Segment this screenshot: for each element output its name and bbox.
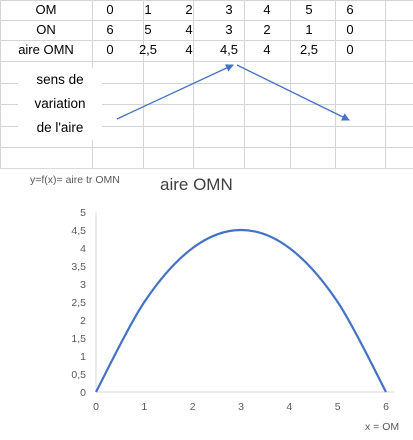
grid-col-line	[290, 0, 291, 168]
row-label-2[interactable]: aire OMN	[18, 42, 74, 57]
x-tick-label: 3	[238, 401, 244, 413]
y-tick-label: 1	[80, 351, 86, 363]
variation-note-line-3: de l'aire	[36, 120, 84, 135]
table-cell[interactable]: 1	[144, 2, 152, 17]
variation-arrows	[116, 64, 350, 121]
x-axis-label: x = OM	[365, 421, 400, 433]
grid-row-line	[0, 0, 413, 1]
variation-note-line-1: sens de	[36, 72, 84, 87]
y-tick-label: 4,5	[71, 225, 86, 237]
y-tick-label: 3	[80, 279, 86, 291]
y-tick-label: 5	[80, 207, 86, 219]
x-tick-label: 6	[383, 401, 389, 413]
table-cell[interactable]: 4	[263, 42, 271, 57]
spreadsheet-area: OM 0 1 2 3 4 5 6 ON 6 5 4 3 2 1 0 aire OMN 0 2,5 4 4,5 4 2,5 0 …	[0, 0, 413, 169]
grid-row-line	[0, 126, 413, 127]
grid-row-line	[0, 20, 413, 21]
table-cell[interactable]: 0	[346, 42, 354, 57]
grid-row-line	[0, 61, 413, 62]
chart-area[interactable]: y=f(x)= aire tr OMN aire OMN 0 1 2 3 4 5 6 0 0,5…	[0, 168, 413, 440]
y-axis-label-text: y=f(x)= aire tr OMN	[30, 174, 120, 186]
table-cell[interactable]: 3	[225, 2, 233, 17]
table-cell[interactable]: 2,5	[299, 42, 319, 57]
y-tick-label: 0	[80, 387, 86, 399]
grid-row-line	[0, 104, 413, 105]
y-tick-label: 2,5	[71, 297, 86, 309]
y-tick-label: 1,5	[71, 333, 86, 345]
x-tick-label: 5	[335, 401, 341, 413]
decreasing-arrow[interactable]	[236, 64, 350, 121]
table-cell[interactable]: 2	[185, 2, 193, 17]
table-cell[interactable]: 0	[106, 42, 114, 57]
table-cell[interactable]: 4	[185, 22, 193, 37]
series-line-0	[95, 228, 387, 393]
row-label-0[interactable]: OM	[35, 2, 57, 17]
table-cell[interactable]: 0	[106, 2, 114, 17]
variation-note-line-2: variation	[34, 96, 86, 111]
x-tick-label: 0	[93, 401, 99, 413]
table-cell[interactable]: 6	[106, 22, 114, 37]
table-cell[interactable]: 5	[305, 2, 313, 17]
table-cell[interactable]: 6	[346, 2, 354, 17]
table-cell[interactable]: 4,5	[219, 42, 239, 57]
table-cell[interactable]: 4	[185, 42, 193, 57]
grid-col-line	[385, 0, 386, 168]
x-tick-label: 2	[190, 401, 196, 413]
y-tick-label: 3,5	[71, 261, 86, 273]
y-tick-label: 4	[80, 243, 86, 255]
table-cell[interactable]: 4	[263, 2, 271, 17]
table-cell[interactable]: 1	[305, 22, 313, 37]
grid-row-line	[0, 147, 413, 148]
increasing-arrow[interactable]	[116, 64, 234, 120]
x-tick-label: 1	[141, 401, 147, 413]
grid-col-line	[244, 0, 245, 168]
chart-title: aire OMN	[160, 175, 233, 194]
variation-note[interactable]: sens de variation de l'aire	[18, 68, 102, 140]
table-cell[interactable]: 3	[225, 22, 233, 37]
table-cell[interactable]: 2	[263, 22, 271, 37]
x-tick-label: 4	[286, 401, 292, 413]
grid-col-line	[143, 0, 144, 168]
grid-col-line	[0, 0, 1, 168]
table-cell[interactable]: 0	[346, 22, 354, 37]
y-tick-label: 2	[80, 315, 86, 327]
y-axis-label: y=f(x)= aire tr OMN	[30, 173, 130, 188]
plot-area: 0 1 2 3 4 5 6 0 0,5 1 1,5 2 2,5 3 3,5 4 4,5 5	[71, 207, 394, 413]
grid-col-line	[335, 0, 336, 168]
grid-row-line	[0, 40, 413, 41]
y-tick-label: 0,5	[71, 369, 86, 381]
row-label-1[interactable]: ON	[36, 22, 56, 37]
table-cell[interactable]: 2,5	[138, 42, 158, 57]
grid-row-line	[0, 83, 413, 84]
table-cell[interactable]: 5	[144, 22, 152, 37]
